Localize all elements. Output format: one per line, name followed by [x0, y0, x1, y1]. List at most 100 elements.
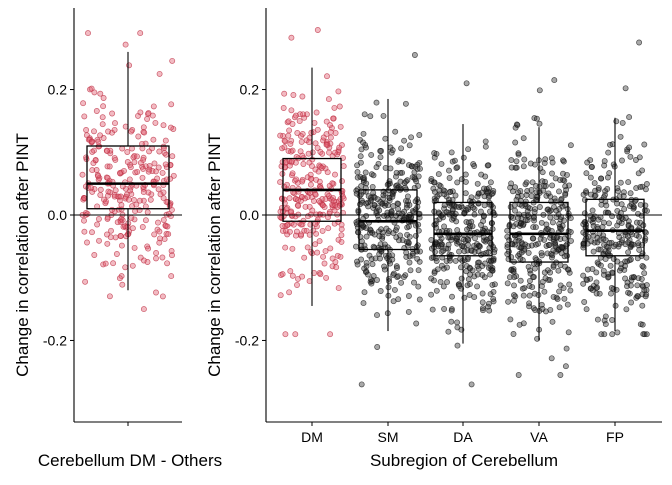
data-point	[441, 306, 448, 312]
data-point	[389, 193, 396, 200]
data-point	[162, 137, 169, 144]
data-point	[389, 256, 396, 263]
data-point	[443, 258, 450, 264]
data-point	[619, 216, 626, 223]
data-point	[591, 180, 598, 187]
data-point	[596, 290, 603, 297]
data-point	[96, 237, 102, 244]
data-point	[109, 110, 116, 117]
data-point	[529, 284, 536, 291]
data-point	[481, 274, 488, 281]
data-point	[394, 265, 400, 271]
data-point	[294, 179, 301, 186]
data-point	[324, 169, 331, 176]
data-point	[467, 281, 473, 287]
data-point	[310, 198, 317, 204]
data-point	[155, 219, 161, 226]
data-point	[515, 215, 522, 221]
y-axis-title: Change in correlation after PINT	[205, 133, 224, 377]
data-point	[559, 244, 565, 251]
data-point	[286, 289, 293, 296]
data-point	[299, 93, 306, 100]
data-point	[329, 180, 336, 187]
data-point	[430, 185, 437, 192]
data-point	[567, 142, 574, 149]
data-point	[450, 215, 457, 222]
data-point	[454, 164, 461, 171]
data-point	[91, 252, 98, 258]
data-point	[557, 372, 564, 378]
data-point	[513, 158, 520, 165]
data-point	[106, 293, 113, 300]
data-point	[547, 193, 554, 200]
data-point	[97, 132, 104, 139]
data-point	[521, 156, 528, 163]
data-point	[281, 90, 288, 97]
data-point	[481, 193, 488, 200]
data-point	[119, 281, 126, 288]
data-point	[640, 283, 646, 290]
data-point	[169, 252, 175, 259]
data-point	[340, 163, 347, 170]
data-point	[471, 242, 478, 249]
data-point	[530, 214, 537, 221]
data-point	[539, 306, 546, 312]
data-point	[635, 275, 642, 282]
data-point	[147, 196, 154, 203]
data-point	[411, 52, 418, 58]
data-point	[463, 268, 470, 275]
data-point	[129, 262, 136, 269]
data-point	[632, 157, 639, 163]
data-point	[290, 221, 297, 228]
data-point	[415, 283, 422, 290]
data-point	[475, 190, 482, 197]
data-point	[619, 119, 626, 126]
data-point	[446, 167, 452, 174]
data-point	[525, 243, 532, 250]
data-point	[477, 208, 484, 215]
data-point	[139, 224, 146, 230]
data-point	[160, 195, 167, 202]
data-point	[587, 212, 594, 219]
data-point	[553, 248, 560, 255]
data-point	[95, 216, 102, 222]
data-point	[556, 188, 562, 195]
data-point	[321, 260, 328, 267]
data-point	[390, 298, 397, 305]
data-point	[536, 183, 543, 190]
data-point	[616, 241, 623, 247]
data-point	[131, 216, 138, 223]
data-point	[335, 88, 342, 95]
data-point	[117, 233, 124, 240]
data-point	[519, 285, 526, 292]
data-point	[156, 228, 163, 235]
data-point	[624, 279, 631, 286]
data-point	[643, 181, 650, 187]
data-point	[469, 223, 476, 230]
data-point	[412, 163, 419, 170]
data-point	[481, 185, 487, 192]
data-point	[448, 236, 455, 243]
data-point	[405, 308, 412, 315]
data-point	[480, 307, 486, 314]
data-point	[512, 164, 519, 171]
data-point	[333, 264, 340, 271]
data-point	[329, 255, 336, 262]
data-point	[364, 271, 371, 278]
data-point	[113, 251, 120, 257]
data-point	[542, 183, 549, 189]
data-point	[469, 267, 476, 274]
data-point	[588, 238, 595, 245]
data-point	[581, 299, 588, 305]
data-point	[141, 129, 148, 136]
data-point	[506, 274, 513, 281]
data-point	[634, 293, 641, 300]
data-point	[287, 209, 294, 216]
data-point	[460, 154, 467, 161]
data-point	[305, 150, 312, 157]
data-point	[511, 282, 517, 289]
data-point	[369, 183, 376, 190]
data-point	[169, 153, 176, 160]
data-point	[560, 157, 566, 164]
